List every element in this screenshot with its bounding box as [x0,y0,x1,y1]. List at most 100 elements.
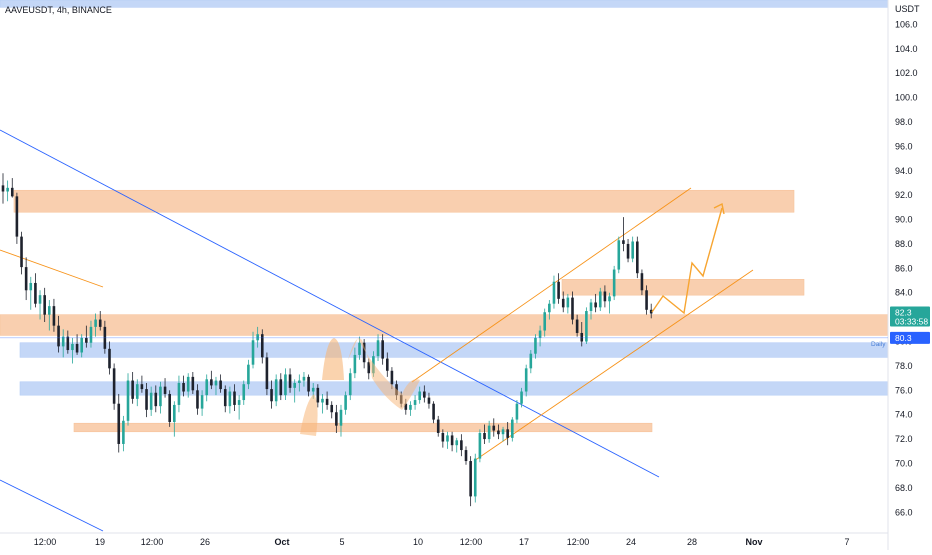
price-tick-label: 70.0 [895,458,913,468]
price-axis[interactable]: 66.068.070.072.074.076.078.080.082.084.0… [895,19,918,517]
candle [29,276,33,310]
candle [260,329,264,364]
daily-level-value: 80.3 [895,333,912,343]
candle-body [348,373,352,396]
time-tick-label: 7 [844,537,849,547]
candle [622,217,625,252]
candle [219,374,222,393]
candle-body [557,281,560,299]
candle-body [48,306,51,315]
candle [186,373,190,398]
price-tick-label: 88.0 [895,239,913,249]
candle-body [247,364,250,385]
candle [228,386,232,414]
candle [6,180,9,202]
candle [575,314,579,337]
candle-body [478,432,482,459]
candle [381,334,384,365]
candle-body [622,240,625,244]
time-tick-label: 12:00 [34,537,57,547]
candle-body [640,273,644,291]
candle [423,385,426,403]
daily-level-tag [890,331,930,344]
candle [71,337,74,364]
candle [608,292,611,314]
time-tick-label: 12:00 [567,537,590,547]
candle [302,372,306,387]
candle [566,293,570,314]
candle-body [344,395,347,410]
candle-body [548,303,551,313]
price-tags: 82.303:33:58 80.3 Daily [0,306,930,348]
drawing-overlay-layer [300,202,725,436]
candle-body [75,343,79,353]
candle [163,378,167,398]
price-tick-label: 102.0 [895,68,918,78]
candle-body [483,432,486,440]
candle-body [427,397,431,404]
candle [427,392,431,409]
candle [145,382,148,418]
candle-body [538,330,542,338]
time-tick-label: 17 [519,537,529,547]
candle-body [589,302,593,312]
candle-body [126,380,130,421]
candle-body [441,432,445,442]
candle [122,415,125,452]
drawing-lines-layer [0,129,754,532]
candle-body [270,389,273,402]
channel-upper-line [411,187,692,383]
candle-body [561,298,565,308]
candle-body [575,319,579,333]
candle [200,390,204,416]
candle [441,429,445,448]
candle-body [432,403,435,420]
candle-body [473,458,477,497]
candle [265,352,269,396]
candle-body [256,334,259,341]
candle [131,372,134,404]
price-tick-label: 96.0 [895,141,913,151]
candle [557,273,560,304]
candle-body [469,461,472,497]
candle-body [612,269,616,297]
candle [135,379,139,407]
candle-body [186,376,190,392]
candle [649,303,653,319]
candle-body [302,376,306,381]
candle-body [85,337,88,343]
candle [561,291,565,313]
candle-body [529,353,533,369]
candle-body [205,379,209,396]
time-tick-label: 12:00 [141,537,164,547]
candle [585,307,588,344]
time-tick-label: 24 [626,537,636,547]
price-axis-unit: USDT [895,4,920,14]
candle-body [200,395,204,409]
candle-body [140,384,144,390]
candle [117,393,121,453]
candle-body [214,380,218,386]
candle [534,334,537,359]
candle-body [196,390,199,409]
candle-body [566,297,570,308]
time-axis[interactable]: 12:00 19 12:00 26 Oct 5 10 12:00 17 12:00 24 28 Nov 7 [0,532,888,547]
candle-body [223,389,227,407]
candle [98,311,102,331]
candle-body [330,404,334,413]
candle [210,370,213,390]
candle [598,287,602,312]
time-tick-label: 12:00 [460,537,483,547]
candle [177,375,181,413]
candle-body [210,379,213,386]
candle [552,275,556,309]
price-tick-label: 86.0 [895,263,913,273]
zone-rect-support [19,342,889,358]
candle [48,300,51,331]
zone-rect-resistance [561,279,805,296]
candle-body [418,391,421,401]
candle-body [339,409,343,426]
candle [636,236,639,279]
